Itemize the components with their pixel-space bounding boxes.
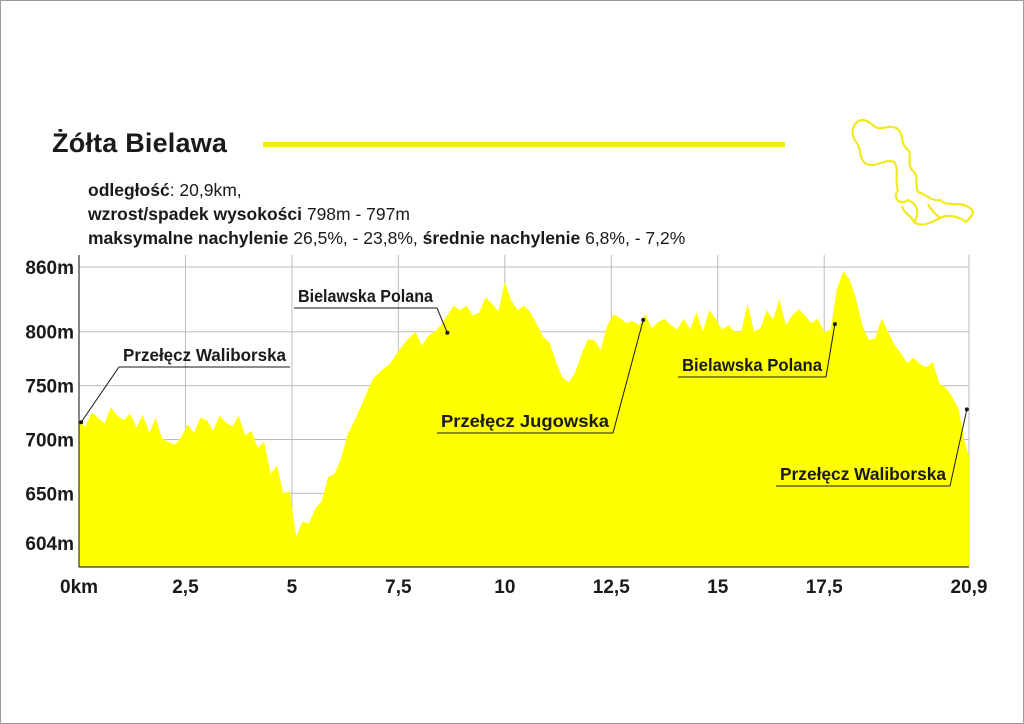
stat-elevation: wzrost/spadek wysokości 798m - 797m (88, 202, 685, 226)
annotation-leader (612, 319, 644, 434)
annotation: Przełęcz Waliborska (776, 407, 969, 487)
elevation-profile (79, 271, 969, 567)
stat-distance: odległość: 20,9km, (88, 178, 685, 202)
stat-max-slope-value: 26,5%, - 23,8%, (288, 228, 423, 248)
y-axis-labels: 860m 800m 750m 700m 650m 604m (25, 258, 74, 555)
annotation-point (641, 317, 646, 322)
x-tick-label: 15 (707, 577, 729, 598)
y-tick-label: 700m (25, 431, 74, 452)
y-tick-label: 860m (25, 258, 74, 279)
annotation-point (79, 420, 84, 425)
annotation: Bielawska Polana (678, 322, 837, 378)
annotation-point (832, 322, 837, 327)
x-tick-label: 17,5 (806, 577, 843, 598)
annotation-point (445, 330, 450, 335)
x-tick-label: 20,9 (951, 577, 988, 598)
annotation: Przełęcz Jugowska (437, 317, 646, 434)
y-tick-label: 800m (25, 323, 74, 344)
stat-avg-slope-value: 6,8%, - 7,2% (580, 228, 686, 248)
chart-axes (78, 255, 969, 568)
x-tick-label: 12,5 (593, 577, 630, 598)
annotation: Przełęcz Waliborska (79, 345, 290, 425)
annotation: Bielawska Polana (294, 286, 450, 335)
y-tick-label: 604m (25, 534, 74, 555)
y-tick-label: 750m (25, 377, 74, 398)
annotation-leader (80, 366, 120, 423)
annotation-leader (825, 324, 836, 378)
stat-elevation-value: 798m - 797m (301, 204, 410, 224)
x-axis-labels: 0km 2,5 5 7,5 10 12,5 15 17,5 20,9 (60, 577, 987, 598)
annotations: Przełęcz Waliborska Bielawska Polana Przeł… (79, 286, 969, 487)
chart-title: Żółta Bielawa (52, 128, 228, 158)
annotation-label: Bielawska Polana (682, 355, 822, 375)
route-outline-map-icon (851, 118, 975, 226)
title-accent-line (263, 142, 785, 147)
stat-max-slope-label: maksymalne nachylenie (88, 228, 289, 248)
annotation-point (964, 407, 969, 412)
annotation-label: Przełęcz Jugowska (441, 411, 609, 431)
annotation-label: Przełęcz Waliborska (780, 464, 946, 484)
route-stats: odległość: 20,9km, wzrost/spadek wysokoś… (88, 178, 685, 250)
annotation-leader (436, 307, 448, 333)
annotation-label: Przełęcz Waliborska (123, 345, 286, 365)
x-tick-label: 2,5 (172, 577, 199, 598)
stat-distance-value: : 20,9km, (169, 180, 242, 200)
x-tick-label: 10 (494, 577, 515, 598)
x-tick-label: 5 (287, 577, 298, 598)
annotation-label: Bielawska Polana (298, 286, 433, 306)
stat-elevation-label: wzrost/spadek wysokości (88, 204, 302, 224)
y-tick-label: 650m (25, 484, 74, 505)
x-tick-label: 0km (60, 577, 98, 598)
annotation-leader (949, 409, 968, 487)
elevation-area (79, 271, 969, 567)
stat-avg-slope-label: średnie nachylenie (422, 228, 581, 248)
stat-slope: maksymalne nachylenie 26,5%, - 23,8%, śr… (88, 226, 685, 250)
x-tick-label: 7,5 (385, 577, 412, 598)
stat-distance-label: odległość (88, 180, 170, 200)
